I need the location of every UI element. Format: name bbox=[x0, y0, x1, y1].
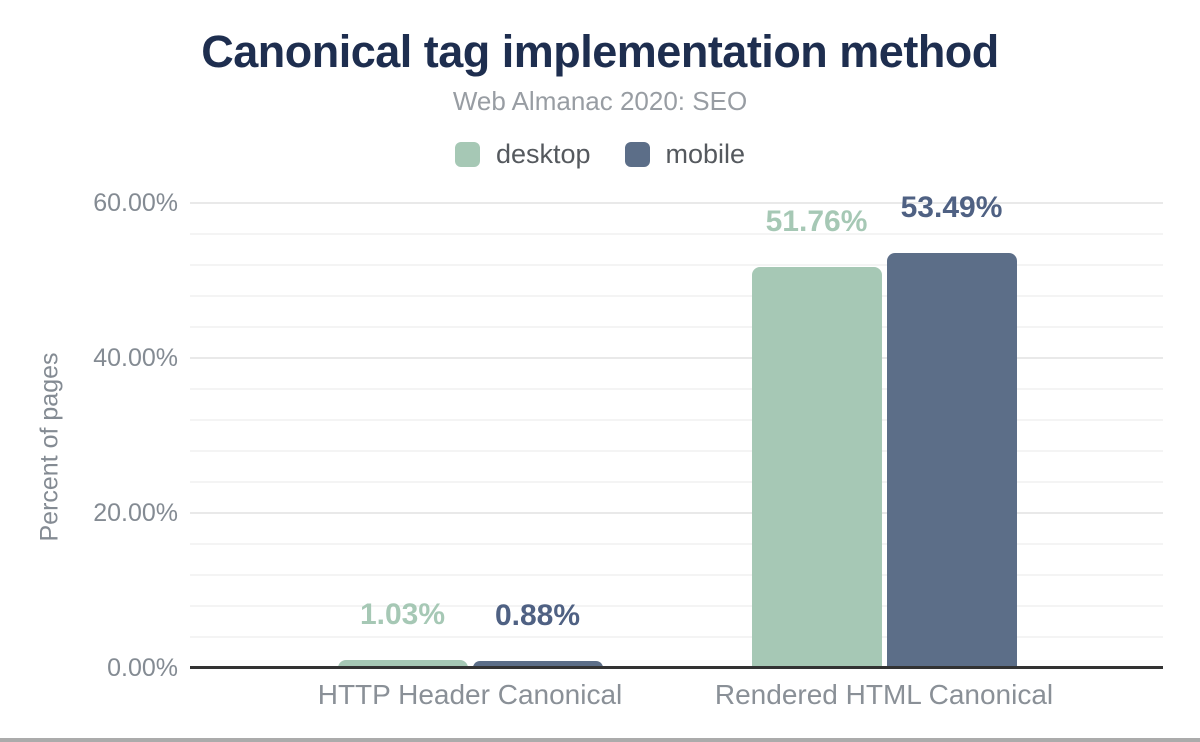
gridline-minor bbox=[190, 295, 1163, 297]
chart-subtitle: Web Almanac 2020: SEO bbox=[452, 86, 748, 116]
gridline-major bbox=[190, 512, 1163, 514]
value-label-mobile-2: 53.49% bbox=[900, 191, 1003, 225]
legend-label: desktop bbox=[495, 139, 591, 169]
gridline-minor bbox=[190, 326, 1163, 328]
gridline-minor bbox=[190, 636, 1163, 638]
bar-desktop-1 bbox=[337, 660, 468, 668]
y-tick-label: 60.00% bbox=[93, 189, 178, 217]
gridline-minor bbox=[190, 419, 1163, 421]
category-label-2: Rendered HTML Canonical bbox=[714, 679, 1054, 710]
gridline-major bbox=[190, 357, 1163, 359]
bottom-strip bbox=[0, 738, 1200, 742]
legend-item-desktop[interactable]: desktop bbox=[454, 139, 591, 170]
y-tick-label: 40.00% bbox=[93, 344, 178, 372]
value-label-desktop-1: 1.03% bbox=[359, 598, 446, 632]
bar-mobile-1 bbox=[472, 661, 603, 668]
x-axis-line bbox=[190, 666, 1163, 669]
gridline-minor bbox=[190, 388, 1163, 390]
gridline-minor bbox=[190, 481, 1163, 483]
gridline-minor bbox=[190, 543, 1163, 545]
gridline-major bbox=[190, 202, 1163, 204]
mobile-swatch-icon bbox=[624, 142, 650, 167]
category-label-1: HTTP Header Canonical bbox=[317, 679, 623, 710]
gridline-minor bbox=[190, 450, 1163, 452]
legend-item-mobile[interactable]: mobile bbox=[624, 139, 746, 170]
gridline-minor bbox=[190, 264, 1163, 266]
gridline-minor bbox=[190, 574, 1163, 576]
bar-desktop-2 bbox=[751, 266, 882, 668]
desktop-swatch-icon bbox=[454, 142, 480, 167]
gridline-minor bbox=[190, 233, 1163, 235]
y-tick-label: 20.00% bbox=[93, 499, 178, 527]
y-tick-label: 0.00% bbox=[107, 654, 178, 682]
legend: desktop mobile bbox=[0, 139, 1200, 170]
chart-title: Canonical tag implementation method bbox=[201, 26, 999, 77]
value-label-mobile-1: 0.88% bbox=[494, 599, 581, 633]
value-label-desktop-2: 51.76% bbox=[765, 204, 868, 238]
gridline-minor bbox=[190, 605, 1163, 607]
bar-mobile-2 bbox=[886, 253, 1017, 668]
legend-label: mobile bbox=[665, 139, 746, 169]
